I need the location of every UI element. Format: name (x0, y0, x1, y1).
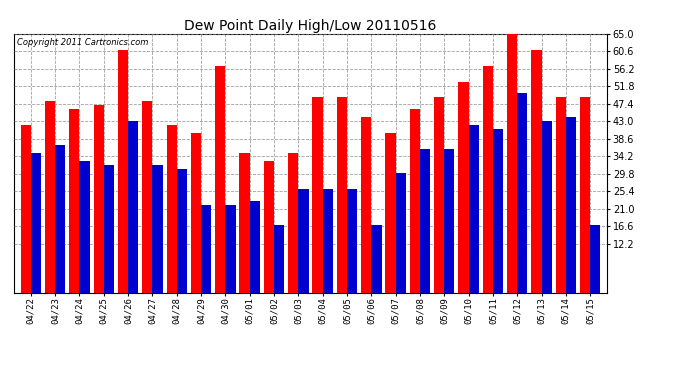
Bar (386, 133, 395, 292)
Bar (177, 169, 187, 292)
Bar (250, 201, 260, 292)
Bar (566, 117, 576, 292)
Bar (142, 101, 152, 292)
Bar (274, 225, 284, 292)
Bar (493, 129, 503, 292)
Bar (201, 205, 211, 292)
Bar (531, 50, 542, 292)
Bar (590, 225, 600, 292)
Bar (191, 133, 201, 292)
Bar (410, 110, 420, 292)
Bar (518, 93, 527, 292)
Bar (337, 98, 347, 292)
Bar (288, 153, 298, 292)
Bar (239, 153, 250, 292)
Bar (371, 225, 382, 292)
Bar (128, 122, 138, 292)
Bar (313, 98, 323, 292)
Bar (347, 189, 357, 292)
Bar (507, 30, 518, 292)
Bar (104, 165, 114, 292)
Text: Copyright 2011 Cartronics.com: Copyright 2011 Cartronics.com (17, 38, 148, 46)
Bar (152, 165, 163, 292)
Bar (55, 145, 66, 292)
Bar (323, 189, 333, 292)
Bar (79, 161, 90, 292)
Bar (166, 125, 177, 292)
Bar (298, 189, 308, 292)
Bar (118, 50, 128, 292)
Bar (45, 101, 55, 292)
Bar (94, 105, 104, 292)
Bar (458, 81, 469, 292)
Bar (444, 149, 455, 292)
Bar (469, 125, 479, 292)
Bar (395, 173, 406, 292)
Bar (555, 98, 566, 292)
Bar (31, 153, 41, 292)
Bar (420, 149, 430, 292)
Bar (21, 125, 31, 292)
Bar (226, 205, 235, 292)
Bar (264, 161, 274, 292)
Bar (69, 110, 79, 292)
Bar (215, 66, 226, 292)
Bar (542, 122, 552, 292)
Title: Dew Point Daily High/Low 20110516: Dew Point Daily High/Low 20110516 (184, 19, 437, 33)
Bar (361, 117, 371, 292)
Bar (580, 98, 590, 292)
Bar (483, 66, 493, 292)
Bar (434, 98, 444, 292)
